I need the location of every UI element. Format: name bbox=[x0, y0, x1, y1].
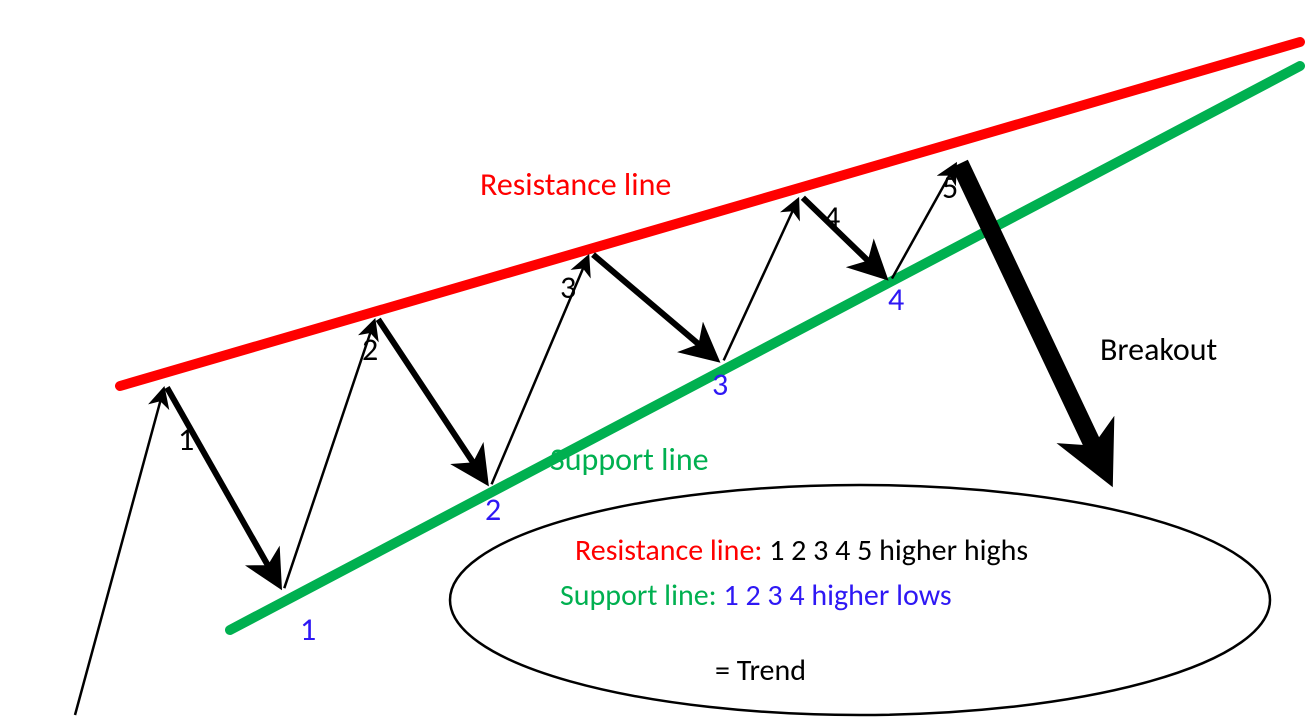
legend-line: Resistance line: 1 2 3 4 5 higher highs bbox=[575, 532, 1028, 569]
high-label: 1 bbox=[178, 420, 194, 459]
breakout-label: Breakout bbox=[1100, 330, 1218, 369]
legend-line: = Trend bbox=[715, 652, 806, 689]
low-label: 2 bbox=[485, 490, 501, 529]
price-segment bbox=[378, 319, 479, 471]
high-label: 3 bbox=[560, 268, 576, 307]
price-segment bbox=[167, 387, 273, 574]
price-segment bbox=[284, 327, 372, 588]
low-label: 4 bbox=[888, 280, 904, 319]
low-label: 1 bbox=[300, 610, 316, 649]
price-segment bbox=[593, 255, 707, 351]
high-label: 4 bbox=[824, 198, 840, 237]
high-label: 2 bbox=[362, 330, 378, 369]
resistance-line-label: Resistance line bbox=[480, 165, 671, 204]
trend-diagram: 1 2 3 4 5 1 2 3 4 Resistance line Support line Brea… bbox=[0, 0, 1314, 725]
high-label: 5 bbox=[942, 168, 958, 207]
price-segment bbox=[75, 396, 162, 715]
low-label: 3 bbox=[712, 365, 728, 404]
support-line-label: Support line bbox=[550, 440, 709, 479]
legend-line: Support line: 1 2 3 4 higher lows bbox=[560, 577, 952, 614]
